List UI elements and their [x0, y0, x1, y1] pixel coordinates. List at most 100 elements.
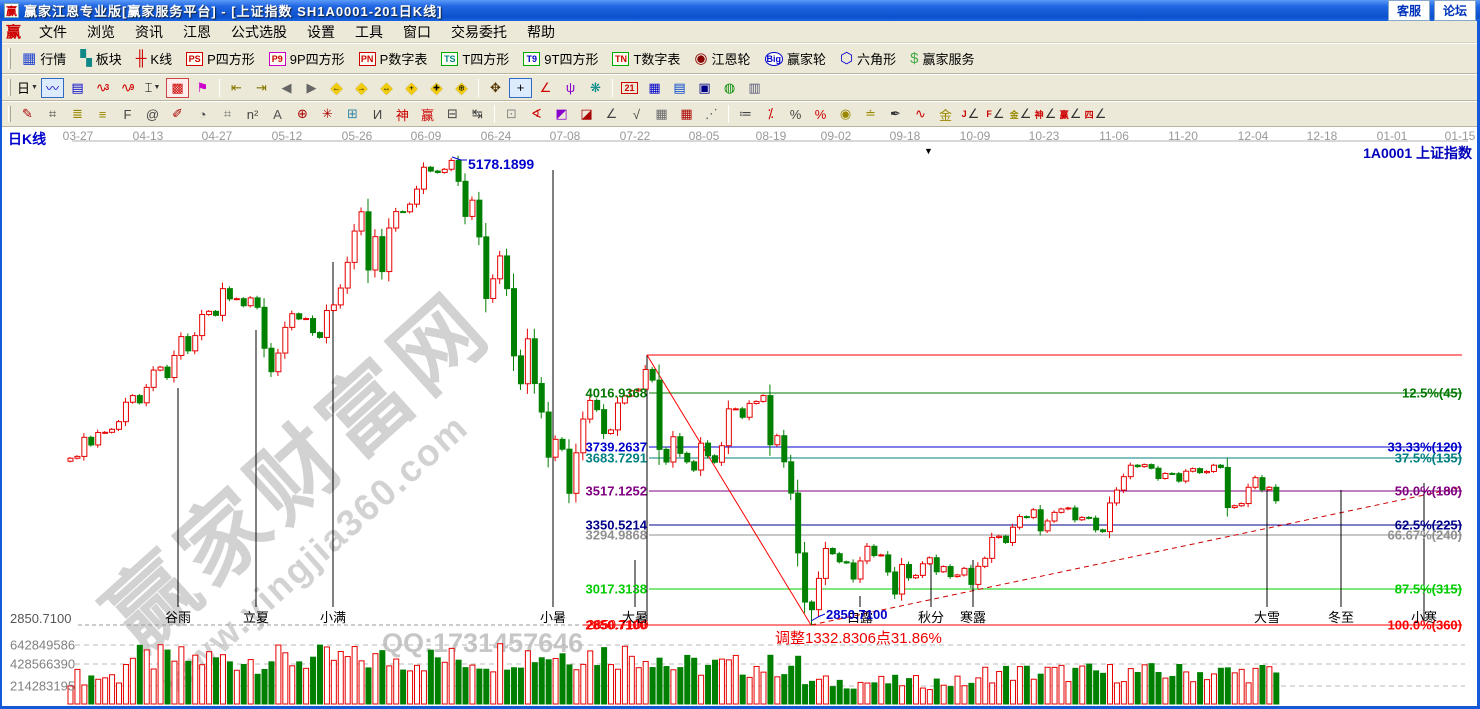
toolbar-button-percent[interactable]: %	[789, 106, 802, 122]
toolbar-button-hexagon[interactable]: ⬡ 六角形	[833, 46, 903, 72]
toolbar-button-grid-red[interactable]: ▦	[680, 106, 693, 121]
toolbar-button-gann-wheel[interactable]: ◉ 江恩轮	[687, 46, 757, 72]
toolbar-button-time-clock[interactable]: ◔	[198, 106, 207, 122]
toolbar-button-first-page[interactable]: ⇤	[231, 79, 242, 95]
toolbar-button-compress-all[interactable]: ◆ ✚	[430, 79, 443, 97]
toolbar-button-last-page[interactable]: ⇥	[256, 79, 267, 95]
toolbar-button-prev-page[interactable]: ◀	[281, 79, 292, 95]
toolbar-button-gold-gate-2[interactable]: ≡	[98, 106, 107, 122]
toolbar-button-k-wave[interactable]: И	[372, 106, 383, 122]
toolbar-button-gann-grid-red[interactable]: ▩	[166, 77, 189, 98]
customer-service-button[interactable]: 客服	[1387, 0, 1430, 21]
toolbar-button-kline[interactable]: ╫ K线	[129, 46, 179, 72]
chart-area[interactable]: 赢家财富网 www.yingjia360.com QQ:1731457646	[0, 127, 1480, 709]
toolbar-button-notes[interactable]: ▤	[673, 79, 686, 95]
toolbar-button-calendar[interactable]: 21	[618, 78, 641, 98]
toolbar-button-winner-wheel[interactable]: Big 赢家轮	[758, 46, 834, 72]
toolbar-button-crosshair[interactable]: +	[509, 77, 532, 98]
toolbar-button-gold-angle[interactable]: 金 ∠	[1009, 106, 1032, 121]
toolbar-button-f-ruler[interactable]: F	[123, 106, 132, 122]
toolbar-button-drag-hand[interactable]: ✥	[490, 79, 501, 95]
forum-button[interactable]: 论坛	[1433, 0, 1476, 21]
toolbar-button-ying-angle[interactable]: 赢 ∠	[1059, 106, 1082, 121]
menu-item-5[interactable]: 设置	[307, 23, 336, 40]
toolbar-button-expand-all[interactable]: ◆ +	[405, 79, 418, 97]
toolbar-button-gann-shape-teal[interactable]: ❋	[590, 79, 601, 95]
toolbar-button-span-arrows[interactable]: ↹	[472, 106, 483, 121]
toolbar-button-pen-grid[interactable]: ✐	[172, 106, 183, 121]
toolbar-button-box-select[interactable]: ⊡	[506, 106, 517, 121]
toolbar-button-ink-pen[interactable]: ✒	[890, 106, 901, 121]
toolbar-button-gann-web[interactable]: ✳	[322, 106, 333, 121]
toolbar-button-angle-pen[interactable]: ∠	[605, 106, 618, 121]
toolbar-button-n-square[interactable]: n²	[246, 106, 259, 122]
toolbar-button-comb-grid[interactable]: ⌗	[223, 106, 232, 121]
toolbar-button-volume-flag[interactable]: ⚑	[196, 79, 209, 95]
toolbar-button-web-service[interactable]: ◍	[723, 79, 736, 95]
toolbar-button-circle-cross[interactable]: ⊕	[297, 106, 308, 121]
menu-item-1[interactable]: 浏览	[87, 23, 116, 40]
toolbar-separator	[494, 105, 495, 123]
toolbar-button-calculator[interactable]: ▦	[648, 79, 661, 95]
toolbar-button-9p-square[interactable]: P9 9P四方形	[262, 46, 352, 72]
toolbar-button-expand-right[interactable]: ◆ →	[355, 79, 368, 97]
toolbar-button-info-panel[interactable]: ▤	[71, 79, 84, 95]
menu-item-2[interactable]: 资讯	[135, 23, 164, 40]
toolbar-button-p-square[interactable]: PS P四方形	[179, 46, 262, 72]
toolbar-button-check-wave[interactable]: √	[632, 106, 641, 122]
menu-item-4[interactable]: 公式选股	[231, 23, 288, 40]
toolbar-button-percent-slash[interactable]: ⁒	[767, 106, 774, 121]
menu-item-3[interactable]: 江恩	[183, 23, 212, 40]
toolbar-button-f-angle[interactable]: F ∠	[986, 106, 1005, 121]
toolbar-button-candle-style-dropdown[interactable]: ⌶ ▼	[144, 79, 161, 95]
toolbar-button-wave-3[interactable]: ∿ 3	[95, 79, 110, 95]
toolbar-button-remote-pc[interactable]: ▥	[748, 79, 761, 95]
toolbar-button-period-day-dropdown[interactable]: 日 ▼	[17, 81, 38, 96]
toolbar-button-t-square[interactable]: TS T四方形	[434, 46, 516, 72]
toolbar-button-j-angle[interactable]: J ∠	[961, 106, 980, 121]
toolbar-button-wave-9[interactable]: ∿ 9	[120, 79, 135, 95]
toolbar-button-gold-gate-1[interactable]: ≣	[72, 106, 83, 121]
toolbar-button-gann-shape-purple[interactable]: ψ	[565, 80, 576, 95]
toolbar-button-p-number-table[interactable]: PN P数字表	[352, 46, 435, 72]
toolbar-button-angle-a[interactable]: A	[273, 106, 282, 122]
t-number-table-icon: TN	[612, 51, 630, 66]
toolbar-button-shen-grid[interactable]: 神	[395, 107, 409, 123]
toolbar-button-percent-line[interactable]: %	[814, 106, 827, 122]
toolbar-button-gold-circle[interactable]: ◉	[839, 106, 852, 121]
toolbar-button-wave-fit[interactable]: ∿	[915, 106, 926, 121]
toolbar-button-web-grid[interactable]: ⊞	[347, 106, 358, 121]
menu-item-0[interactable]: 文件	[39, 23, 68, 40]
toolbar-button-fan-grid[interactable]: ◪	[580, 106, 593, 121]
menu-item-9[interactable]: 帮助	[527, 23, 556, 40]
toolbar-button-expand-horizontal[interactable]: ◆ ↔	[380, 79, 393, 97]
toolbar-button-spiral[interactable]: @	[145, 106, 160, 122]
toolbar-button-percent-table[interactable]: ≔	[739, 106, 752, 121]
toolbar-button-compress-left[interactable]: ◆ ←	[330, 79, 343, 97]
toolbar-button-parallel-lines[interactable]: ⋰	[705, 106, 718, 121]
toolbar-button-quotes[interactable]: ▦ 行情	[15, 46, 73, 72]
toolbar-button-winner-service[interactable]: $ 赢家服务	[903, 46, 981, 72]
toolbar-button-grid-dark[interactable]: ▦	[655, 106, 668, 121]
toolbar-button-angle-measure[interactable]: ∠	[539, 79, 552, 95]
toolbar-button-ying-grid[interactable]: 赢	[420, 107, 434, 123]
toolbar-button-tick-ruler[interactable]: ⌗	[48, 106, 57, 121]
toolbar-button-9t-square[interactable]: T9 9T四方形	[516, 46, 605, 72]
menu-item-7[interactable]: 窗口	[403, 23, 432, 40]
toolbar-button-si-angle[interactable]: 四 ∠	[1084, 106, 1107, 121]
menu-item-6[interactable]: 工具	[355, 23, 384, 40]
toolbar-button-purple-fan[interactable]: ◩	[555, 106, 568, 121]
toolbar-button-reset-scale[interactable]: ◆ ⊕	[455, 79, 468, 97]
toolbar-button-main-chart-toggle[interactable]: 〰	[41, 77, 64, 98]
toolbar-button-t-number-table[interactable]: TN T数字表	[605, 46, 687, 72]
toolbar-button-gold-level[interactable]: ≐	[865, 106, 876, 121]
toolbar-button-gold-bar[interactable]: 金	[938, 107, 952, 123]
menu-item-8[interactable]: 交易委托	[451, 23, 508, 40]
toolbar-button-red-fan[interactable]: ∢	[531, 106, 542, 121]
toolbar-button-ruler-123[interactable]: ⊟	[447, 106, 458, 121]
toolbar-button-next-page[interactable]: ▶	[306, 79, 317, 95]
toolbar-button-save[interactable]: ▣	[698, 79, 711, 95]
toolbar-button-shen-angle[interactable]: 神 ∠	[1034, 106, 1057, 121]
toolbar-button-compass-pen[interactable]: ✎	[22, 106, 33, 121]
toolbar-button-sectors[interactable]: ▚ 板块	[73, 46, 129, 72]
